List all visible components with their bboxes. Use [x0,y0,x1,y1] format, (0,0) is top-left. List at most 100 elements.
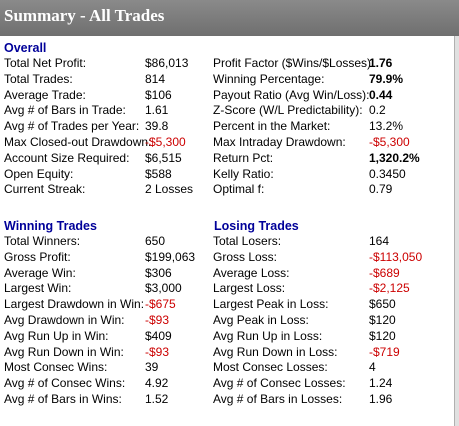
stat-label: Open Equity: [4,166,74,181]
stat-value: 1.76 [369,56,393,70]
stat-value: -$93 [145,344,170,359]
winning-trades-list: Total Winners: 650 Gross Profit: $199,063 Av… [4,234,209,408]
section-heading-winning: Winning Trades [4,219,97,233]
stat-value: -$5,300 [145,134,186,149]
stat-label: Avg Peak in Loss: [213,312,309,327]
stat-label: Avg # of Bars in Losses: [213,391,343,406]
section-heading-losing: Losing Trades [214,219,299,233]
stat-label: Optimal f: [213,182,265,197]
stat-label: Winning Percentage: [213,71,325,86]
stat-value: -$113,050 [369,249,423,264]
stat-value: 0.79 [369,182,393,197]
stat-label: Avg # of Consec Wins: [4,376,126,391]
stat-label: Return Pct: [213,150,274,165]
stat-label: Total Net Profit: [4,56,87,70]
stat-row: Average Win: $306 [4,266,209,282]
stat-value: $6,515 [145,150,182,165]
stat-value: 164 [369,234,390,248]
stat-label: Gross Profit: [4,249,71,264]
stat-label: Average Win: [4,265,76,280]
stat-value: $588 [145,166,172,181]
stat-value: -$719 [369,344,400,359]
stat-label: Payout Ratio (Avg Win/Loss): [213,87,370,102]
stat-row: Most Consec Wins: 39 [4,360,209,376]
stat-value: $120 [369,328,396,343]
summary-panel [0,36,459,426]
stat-label: Largest Loss: [213,281,286,296]
stat-label: Avg # of Bars in Wins: [4,391,122,406]
stat-row: Payout Ratio (Avg Win/Loss): 0.44 [213,88,453,104]
stat-label: Profit Factor ($Wins/$Losses): [213,56,375,70]
stat-value: 0.3450 [369,166,406,181]
stat-value: -$689 [369,265,400,280]
stat-row: Avg # of Trades per Year: 39.8 [4,119,209,135]
stat-value: 814 [145,71,166,86]
stat-label: Avg # of Consec Losses: [213,376,346,391]
stat-row: Avg Peak in Loss: $120 [213,313,453,329]
stat-value: 79.9% [369,71,404,86]
stat-row: Open Equity: $588 [4,167,209,183]
stat-value: 650 [145,234,166,248]
stat-value: 2 Losses [145,182,194,197]
stat-label: Z-Score (W/L Predictability): [213,103,363,118]
stat-value: 0.2 [369,103,386,118]
stat-row: Avg Run Up in Win: $409 [4,329,209,345]
stat-label: Max Intraday Drawdown: [213,134,346,149]
stat-value: 1.61 [145,103,169,118]
stat-label: Avg # of Trades per Year: [4,119,140,134]
stat-value: $86,013 [145,56,189,70]
stat-label: Total Losers: [213,234,282,248]
stat-value: 1,320.2% [369,150,420,165]
scrollbar-track[interactable] [454,36,459,426]
stat-row: Gross Profit: $199,063 [4,250,209,266]
stat-label: Avg Run Down in Loss: [213,344,338,359]
stat-label: Average Trade: [4,87,86,102]
stat-value: 13.2% [369,119,404,134]
stat-label: Total Winners: [4,234,81,248]
stat-label: Kelly Ratio: [213,166,274,181]
stat-value: 1.52 [145,391,169,406]
stat-label: Total Trades: [4,71,73,86]
stat-label: Most Consec Wins: [4,360,108,375]
stat-row: Avg Run Up in Loss: $120 [213,329,453,345]
stat-row: Avg Drawdown in Win: -$93 [4,313,209,329]
stat-row: Total Winners: 650 [4,234,209,250]
stat-value: 1.96 [369,391,393,406]
stat-value: 4 [369,360,376,375]
stat-value: $306 [145,265,172,280]
stat-row: Avg # of Consec Losses: 1.24 [213,376,453,392]
stat-label: Account Size Required: [4,150,130,165]
stat-row: Avg # of Bars in Losses: 1.96 [213,392,453,408]
stat-row: Largest Loss: -$2,125 [213,281,453,297]
title-bar: Summary - All Trades [0,0,459,36]
stat-value: $3,000 [145,281,182,296]
stat-label: Avg # of Bars in Trade: [4,103,126,118]
stat-label: Avg Drawdown in Win: [4,312,125,327]
stat-row: Kelly Ratio: 0.3450 [213,167,453,183]
stat-value: $106 [145,87,172,102]
stat-row: Total Net Profit: $86,013 [4,56,209,72]
stat-label: Avg Run Up in Loss: [213,328,323,343]
stat-value: $409 [145,328,172,343]
stat-row: Percent in the Market: 13.2% [213,119,453,135]
stat-value: -$93 [145,312,170,327]
stat-label: Gross Loss: [213,249,278,264]
stat-value: 1.24 [369,376,393,391]
stat-label: Avg Run Up in Win: [4,328,109,343]
window-title: Summary - All Trades [4,6,165,25]
stat-row: Max Closed-out Drawdown: -$5,300 [4,135,209,151]
stat-row: Return Pct: 1,320.2% [213,151,453,167]
stat-label: Average Loss: [213,265,290,280]
stat-row: Gross Loss: -$113,050 [213,250,453,266]
stat-row: Average Loss: -$689 [213,266,453,282]
stat-row: Z-Score (W/L Predictability): 0.2 [213,103,453,119]
stat-row: Optimal f: 0.79 [213,182,453,198]
stat-value: 4.92 [145,376,169,391]
stat-label: Current Streak: [4,182,86,197]
losing-trades-list: Total Losers: 164 Gross Loss: -$113,050 Aver… [213,234,453,408]
stat-row: Max Intraday Drawdown: -$5,300 [213,135,453,151]
stat-value: -$2,125 [369,281,410,296]
stat-label: Largest Drawdown in Win: [4,297,145,312]
stat-value: -$5,300 [369,134,410,149]
stat-row: Avg # of Consec Wins: 4.92 [4,376,209,392]
